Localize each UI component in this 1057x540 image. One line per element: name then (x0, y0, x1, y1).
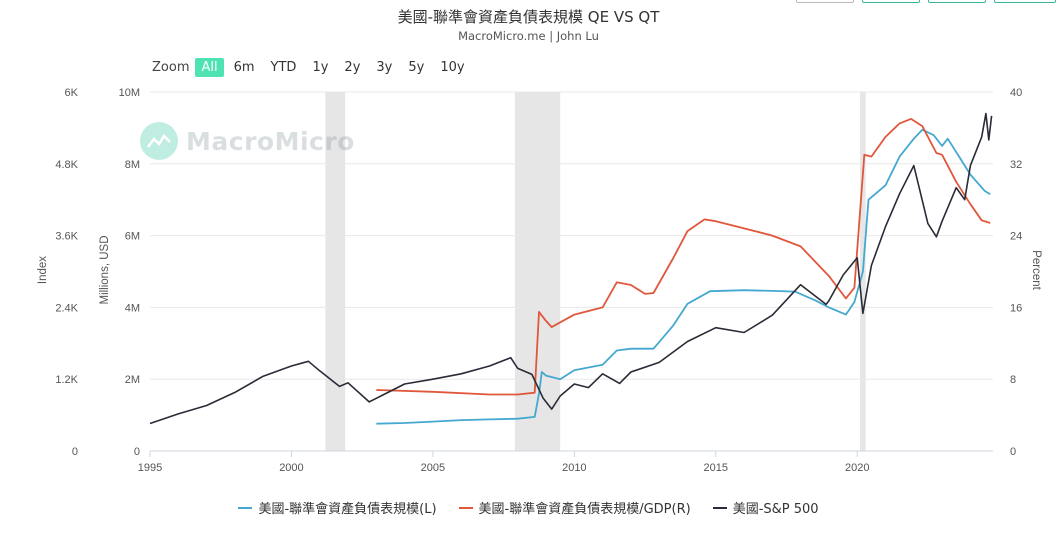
millions-tick-label: 8M (125, 159, 140, 171)
zoom-10y-button[interactable]: 10y (440, 59, 465, 75)
legend-swatch-sp500 (712, 506, 727, 509)
series-line-sp500 (149, 112, 993, 425)
millions-axis-title: Millions, USD (99, 235, 111, 304)
percent-axis-title: Percent (1030, 250, 1042, 290)
x-tick-label: 2020 (845, 462, 869, 474)
recession-band-1 (514, 92, 561, 451)
zoom-1y-button[interactable]: 1y (312, 59, 329, 75)
index-tick-label: 3.6K (55, 231, 78, 243)
percent-tick-label: 8 (1010, 374, 1016, 386)
x-tick-label: 1995 (138, 462, 162, 474)
top-button-3[interactable] (928, 0, 986, 3)
zoom-ytd-button[interactable]: YTD (270, 59, 297, 75)
zoom-2y-button[interactable]: 2y (344, 59, 361, 75)
millions-tick-label: 10M (119, 87, 140, 99)
millions-tick-label: 0 (134, 446, 140, 458)
legend-label-sp500: 美國-S&P 500 (732, 502, 819, 517)
percent-tick-label: 24 (1010, 231, 1022, 243)
zoom-all-button[interactable]: All (195, 57, 224, 77)
index-tick-label: 1.2K (55, 374, 78, 386)
percent-tick-label: 0 (1010, 446, 1016, 458)
recession-band-0 (325, 92, 346, 451)
zoom-3y-button[interactable]: 3y (376, 59, 393, 75)
x-tick-label: 2010 (562, 462, 586, 474)
index-tick-label: 4.8K (55, 159, 78, 171)
legend-label-balance-sheet: 美國-聯準會資產負債表規模(L) (258, 502, 437, 517)
top-button-1[interactable] (796, 0, 854, 3)
zoom-5y-button[interactable]: 5y (408, 59, 425, 75)
millions-tick-label: 2M (125, 374, 140, 386)
top-button-4[interactable] (994, 0, 1056, 3)
legend-swatch-balance-gdp (458, 506, 473, 509)
millions-tick-label: 4M (125, 302, 140, 314)
watermark-text: MacroMicro (186, 126, 355, 156)
zoom-6m-button[interactable]: 6m (233, 59, 255, 75)
millions-tick-label: 6M (125, 231, 140, 243)
chart-legend: 美國-聯準會資產負債表規模(L) 美國-聯準會資產負債表規模/GDP(R) 美國… (0, 498, 1057, 517)
series-line-balance-gdp (376, 118, 991, 396)
legend-swatch-balance-sheet (238, 506, 253, 509)
x-tick-label: 2000 (279, 462, 303, 474)
zoom-label: Zoom (152, 59, 190, 75)
legend-item-sp500[interactable]: 美國-S&P 500 (712, 498, 819, 517)
percent-tick-label: 40 (1010, 87, 1022, 99)
index-axis-title: Index (37, 256, 49, 284)
chart-title: 美國-聯準會資產負債表規模 QE VS QT (397, 8, 660, 26)
legend-label-balance-gdp: 美國-聯準會資產負債表規模/GDP(R) (478, 502, 691, 517)
index-tick-label: 2.4K (55, 302, 78, 314)
legend-item-balance-sheet[interactable]: 美國-聯準會資產負債表規模(L) (238, 498, 437, 517)
series-line-balance-sheet (376, 128, 991, 425)
index-tick-label: 6K (65, 87, 79, 99)
chart-subtitle: MacroMicro.me | John Lu (458, 29, 599, 43)
macromicro-logo-icon (140, 122, 178, 160)
macromicro-watermark: MacroMicro (140, 122, 355, 160)
top-button-2[interactable] (862, 0, 920, 3)
x-tick-label: 2005 (421, 462, 445, 474)
percent-tick-label: 32 (1010, 159, 1022, 171)
x-tick-label: 2015 (704, 462, 728, 474)
zoom-selector: Zoom All 6m YTD 1y 2y 3y 5y 10y (152, 56, 475, 78)
index-tick-label: 0 (72, 446, 78, 458)
percent-tick-label: 16 (1010, 302, 1022, 314)
legend-item-balance-gdp[interactable]: 美國-聯準會資產負債表規模/GDP(R) (458, 498, 691, 517)
